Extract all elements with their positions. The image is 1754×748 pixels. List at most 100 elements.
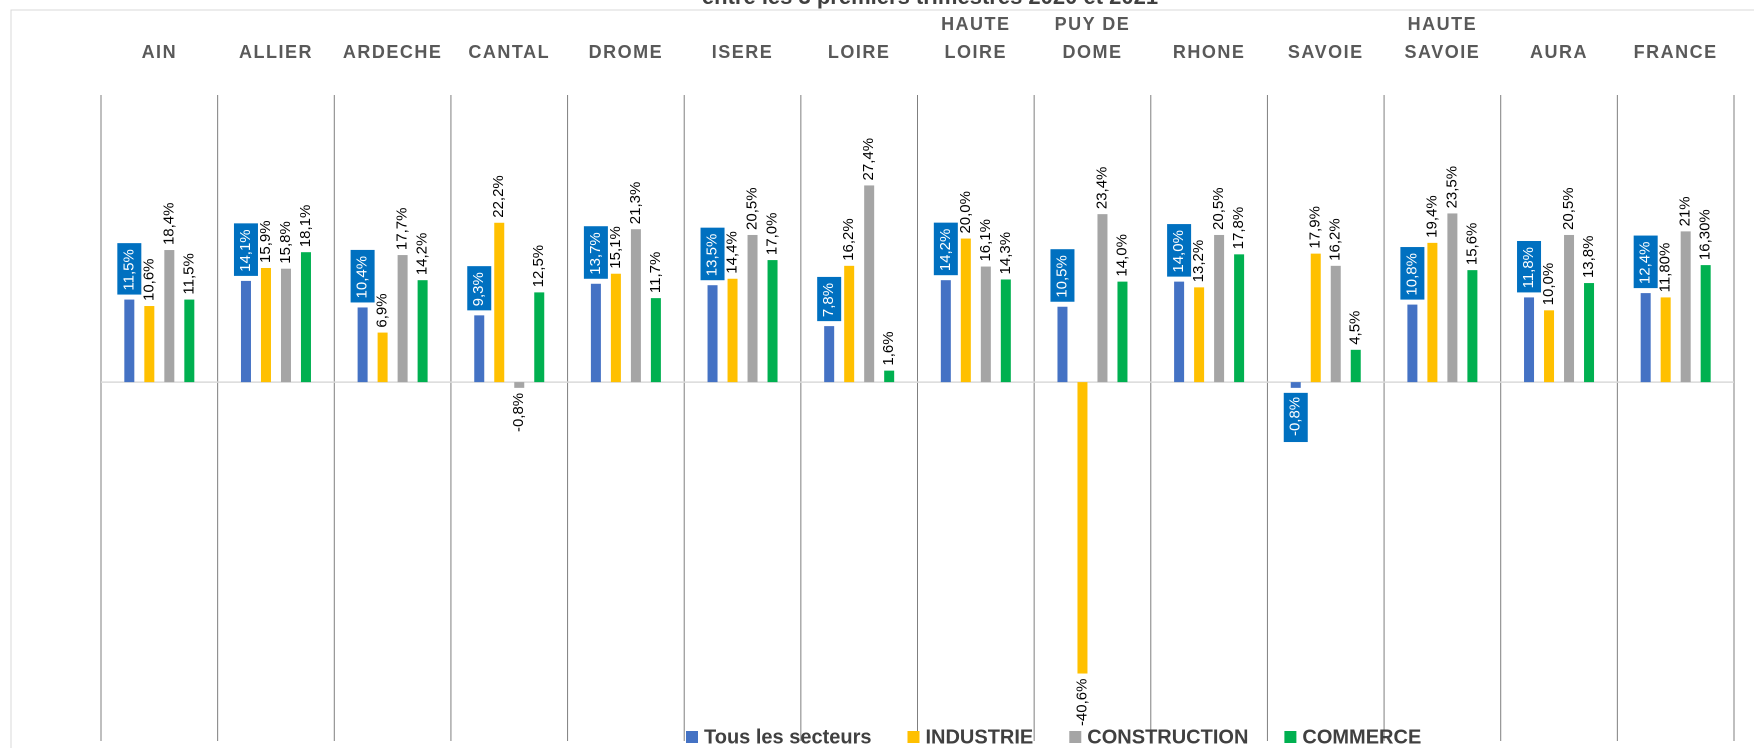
data-label: 17,0% bbox=[764, 213, 781, 256]
legend-swatch bbox=[686, 731, 698, 743]
data-label: 14,0% bbox=[1113, 234, 1130, 277]
category-label: CANTAL bbox=[468, 42, 551, 62]
data-label: 17,9% bbox=[1307, 206, 1324, 249]
data-label: 13,7% bbox=[587, 232, 604, 275]
data-label: 21,3% bbox=[627, 182, 644, 225]
data-label: 16,1% bbox=[977, 219, 994, 262]
legend-label: COMMERCE bbox=[1302, 726, 1421, 748]
data-label: 15,1% bbox=[607, 226, 624, 269]
data-label-box bbox=[1517, 240, 1542, 293]
bar bbox=[1427, 242, 1438, 383]
chart-title: entre les 3 premiers trimestres 2020 et … bbox=[702, 0, 1158, 9]
data-label: 4,5% bbox=[1347, 311, 1364, 345]
bar bbox=[1057, 306, 1068, 383]
data-label-box bbox=[1167, 224, 1192, 277]
data-label: 1,6% bbox=[880, 331, 897, 365]
legend-swatch bbox=[1284, 731, 1297, 743]
bar bbox=[1467, 270, 1478, 383]
data-label: 18,1% bbox=[297, 205, 314, 248]
bar bbox=[260, 267, 271, 383]
data-label: 20,5% bbox=[744, 187, 761, 230]
bar bbox=[844, 265, 855, 383]
data-label: 17,8% bbox=[1230, 207, 1247, 250]
data-label: 16,30% bbox=[1697, 209, 1714, 260]
data-label: 12,5% bbox=[530, 245, 547, 288]
category-label: PUY DE DOME bbox=[1054, 14, 1131, 62]
bar bbox=[727, 278, 738, 383]
bar bbox=[1447, 213, 1458, 383]
data-label: 20,0% bbox=[957, 191, 974, 234]
data-label: 13,2% bbox=[1190, 240, 1207, 283]
data-label: 15,8% bbox=[277, 221, 294, 264]
data-label: 6,9% bbox=[374, 293, 391, 327]
bar bbox=[960, 238, 971, 383]
bar bbox=[124, 299, 135, 383]
data-label: 23,5% bbox=[1443, 166, 1460, 209]
legend-swatch bbox=[1069, 731, 1082, 743]
data-label: 14,2% bbox=[414, 233, 431, 276]
bar bbox=[474, 315, 485, 383]
bar bbox=[377, 332, 388, 383]
bar bbox=[864, 185, 875, 383]
category-label: ISERE bbox=[711, 42, 774, 62]
bar bbox=[1214, 234, 1225, 383]
data-label-box bbox=[350, 249, 375, 303]
category-label: AURA bbox=[1530, 42, 1589, 62]
bar bbox=[747, 234, 758, 383]
bar bbox=[1584, 283, 1595, 383]
data-label: 15,6% bbox=[1463, 223, 1480, 266]
data-label-box bbox=[1283, 392, 1308, 443]
bar bbox=[1660, 297, 1671, 383]
bar bbox=[1407, 304, 1418, 383]
data-label-box bbox=[583, 226, 608, 279]
bar bbox=[280, 268, 291, 383]
data-label: 10,4% bbox=[354, 256, 371, 299]
data-label: 14,1% bbox=[237, 229, 254, 272]
bar bbox=[164, 250, 175, 383]
bar bbox=[707, 285, 718, 383]
data-label: -40,6% bbox=[1073, 679, 1090, 727]
bar bbox=[1640, 293, 1651, 383]
bar bbox=[630, 229, 641, 383]
bar bbox=[144, 306, 155, 383]
bar bbox=[357, 307, 368, 383]
category-label: DROME bbox=[588, 42, 664, 62]
data-label: 14,4% bbox=[724, 231, 741, 274]
data-label-box bbox=[933, 222, 958, 276]
data-label: 18,4% bbox=[160, 202, 177, 245]
data-label: 10,8% bbox=[1403, 253, 1420, 296]
data-label: 10,5% bbox=[1053, 255, 1070, 298]
data-label-box bbox=[817, 276, 842, 322]
bar bbox=[514, 382, 525, 388]
bar bbox=[534, 292, 545, 383]
data-label-box bbox=[700, 227, 725, 281]
bar bbox=[1234, 254, 1245, 383]
data-label: 11,8% bbox=[1520, 247, 1537, 288]
data-label: 17,7% bbox=[394, 208, 411, 251]
bar bbox=[1350, 349, 1361, 383]
bar bbox=[1077, 382, 1088, 674]
data-label: 14,3% bbox=[997, 232, 1014, 275]
legend-swatch bbox=[907, 731, 920, 743]
bar bbox=[417, 280, 428, 383]
category-label: ALLIER bbox=[238, 42, 313, 62]
data-label: 16,2% bbox=[840, 218, 857, 261]
data-label-box bbox=[1400, 247, 1425, 300]
data-label: 12,4% bbox=[1637, 242, 1654, 285]
bar bbox=[1194, 287, 1205, 383]
data-label: 20,5% bbox=[1210, 187, 1227, 230]
legend-label: CONSTRUCTION bbox=[1087, 726, 1248, 748]
category-label: LOIRE bbox=[827, 42, 891, 62]
data-label: 11,7% bbox=[647, 252, 664, 293]
data-label: -0,8% bbox=[510, 393, 527, 432]
bar bbox=[494, 222, 505, 383]
bar bbox=[1544, 310, 1555, 383]
data-label: 16,2% bbox=[1327, 218, 1344, 261]
legend-label: Tous les secteurs bbox=[704, 726, 871, 748]
category-label: FRANCE bbox=[1633, 42, 1718, 62]
category-label: HAUTE SAVOIE bbox=[1404, 14, 1481, 62]
data-label-box bbox=[1050, 249, 1075, 302]
data-label: 14,2% bbox=[937, 229, 954, 272]
